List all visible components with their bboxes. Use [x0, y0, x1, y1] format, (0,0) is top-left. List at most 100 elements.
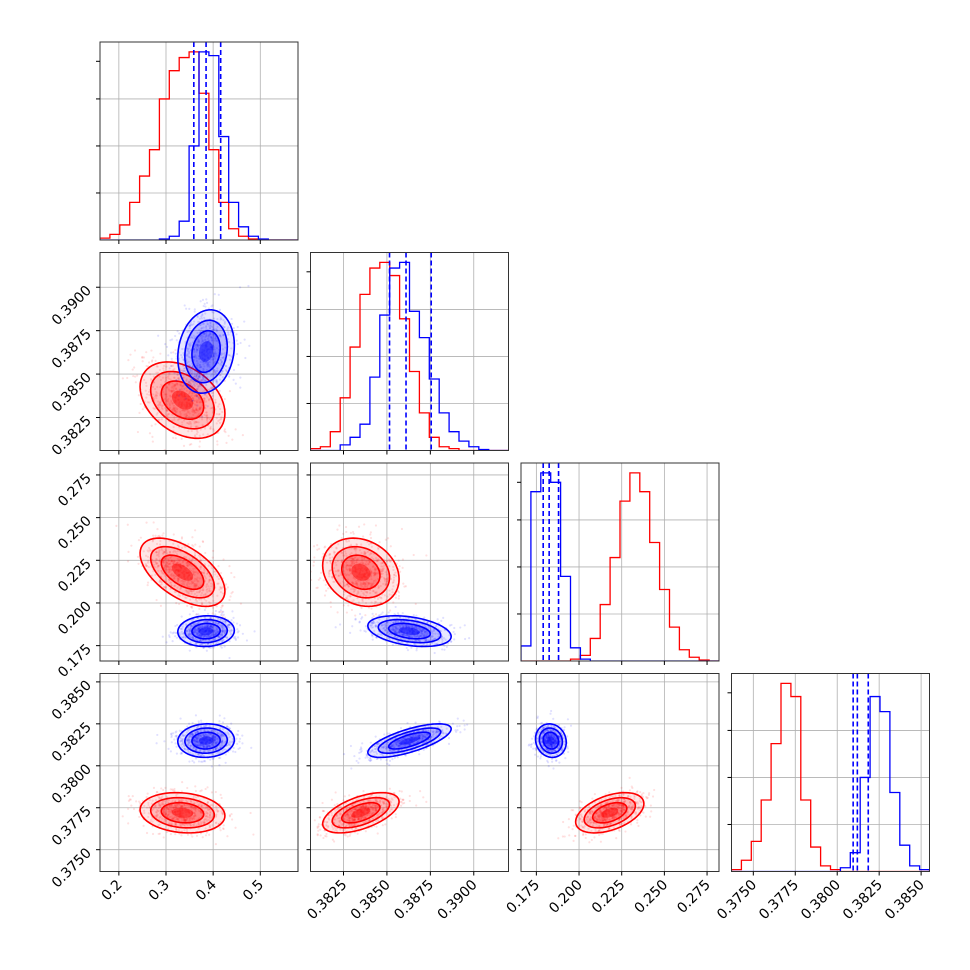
- sample-point: [189, 395, 192, 398]
- sample-point: [360, 561, 363, 565]
- sample-point: [180, 615, 183, 618]
- sample-point: [185, 816, 188, 819]
- sample-point: [402, 631, 405, 634]
- sample-point: [206, 807, 209, 810]
- sample-point: [198, 400, 201, 404]
- sample-point: [174, 635, 177, 638]
- sample-point: [354, 570, 357, 573]
- sample-point: [151, 799, 154, 802]
- sample-point: [215, 605, 218, 608]
- sample-point: [214, 609, 217, 613]
- sample-point: [204, 335, 207, 339]
- sample-point: [186, 583, 189, 586]
- sample-point: [207, 335, 210, 338]
- sample-point: [182, 635, 185, 639]
- sample-point: [190, 635, 193, 638]
- sample-point: [188, 633, 191, 636]
- sample-point: [161, 817, 164, 820]
- sample-point: [220, 358, 223, 362]
- sample-point: [197, 823, 201, 826]
- sample-point: [201, 339, 204, 343]
- sample-point: [166, 561, 169, 564]
- sample-point: [227, 326, 230, 329]
- sample-point: [331, 577, 334, 580]
- sample-point: [191, 590, 194, 593]
- sample-point: [430, 629, 433, 632]
- sample-point: [197, 630, 201, 633]
- sample-point: [198, 545, 201, 548]
- sample-point: [228, 640, 231, 643]
- sample-point: [195, 375, 198, 378]
- sample-point: [135, 800, 138, 803]
- sample-point: [210, 346, 213, 349]
- sample-point: [173, 815, 176, 818]
- sample-point: [441, 641, 444, 644]
- sample-point: [170, 386, 173, 389]
- sample-point: [146, 792, 149, 795]
- sample-point: [213, 742, 216, 745]
- sample-point: [198, 347, 201, 350]
- sample-point: [194, 586, 197, 589]
- sample-point: [220, 811, 223, 815]
- sample-point: [167, 397, 170, 401]
- sample-point: [186, 833, 190, 836]
- sample-point: [206, 802, 209, 805]
- sample-point: [381, 561, 384, 564]
- sample-point: [191, 366, 194, 369]
- sample-point: [201, 633, 204, 636]
- sample-point: [182, 565, 186, 568]
- sample-point: [196, 395, 199, 398]
- sample-point: [355, 575, 358, 578]
- sample-point: [168, 373, 171, 376]
- sample-point: [199, 823, 203, 826]
- sample-point: [161, 801, 164, 804]
- sample-point: [202, 363, 205, 366]
- sample-point: [174, 590, 177, 594]
- sample-point: [162, 559, 165, 562]
- sample-point: [198, 630, 201, 633]
- sample-point: [145, 351, 148, 354]
- sample-point: [210, 739, 213, 742]
- sample-point: [202, 540, 205, 544]
- sample-point: [209, 590, 213, 593]
- sample-point: [161, 795, 164, 798]
- sample-point: [366, 568, 369, 571]
- sample-point: [388, 565, 391, 568]
- sample-point: [194, 584, 197, 587]
- sample-point: [158, 580, 161, 584]
- sample-point: [335, 564, 338, 567]
- sample-point: [215, 628, 219, 631]
- sample-point: [225, 725, 228, 728]
- sample-point: [212, 734, 215, 738]
- sample-point: [204, 630, 207, 633]
- sample-point: [182, 817, 185, 820]
- sample-point: [208, 814, 212, 817]
- sample-point: [185, 590, 189, 593]
- sample-point: [399, 629, 403, 632]
- sample-point: [192, 795, 195, 798]
- sample-point: [219, 633, 223, 636]
- sample-point: [411, 628, 414, 631]
- sample-point: [203, 569, 206, 572]
- sample-point: [433, 637, 436, 640]
- sample-point: [152, 356, 155, 359]
- sample-point: [195, 401, 199, 404]
- sample-point: [196, 626, 200, 630]
- sample-point: [200, 315, 203, 318]
- sample-point: [169, 806, 172, 809]
- sample-point: [176, 373, 179, 376]
- sample-point: [212, 734, 215, 738]
- sample-point: [193, 738, 196, 742]
- sample-point: [220, 630, 223, 633]
- sample-point: [146, 401, 150, 404]
- sample-point: [202, 633, 205, 636]
- sample-point: [175, 394, 178, 397]
- sample-point: [199, 810, 202, 813]
- sample-point: [176, 574, 179, 578]
- sample-point: [220, 417, 223, 421]
- sample-point: [396, 628, 399, 631]
- sample-point: [172, 406, 175, 410]
- sample-point: [230, 571, 233, 575]
- sample-point: [325, 561, 329, 564]
- sample-point: [215, 382, 219, 385]
